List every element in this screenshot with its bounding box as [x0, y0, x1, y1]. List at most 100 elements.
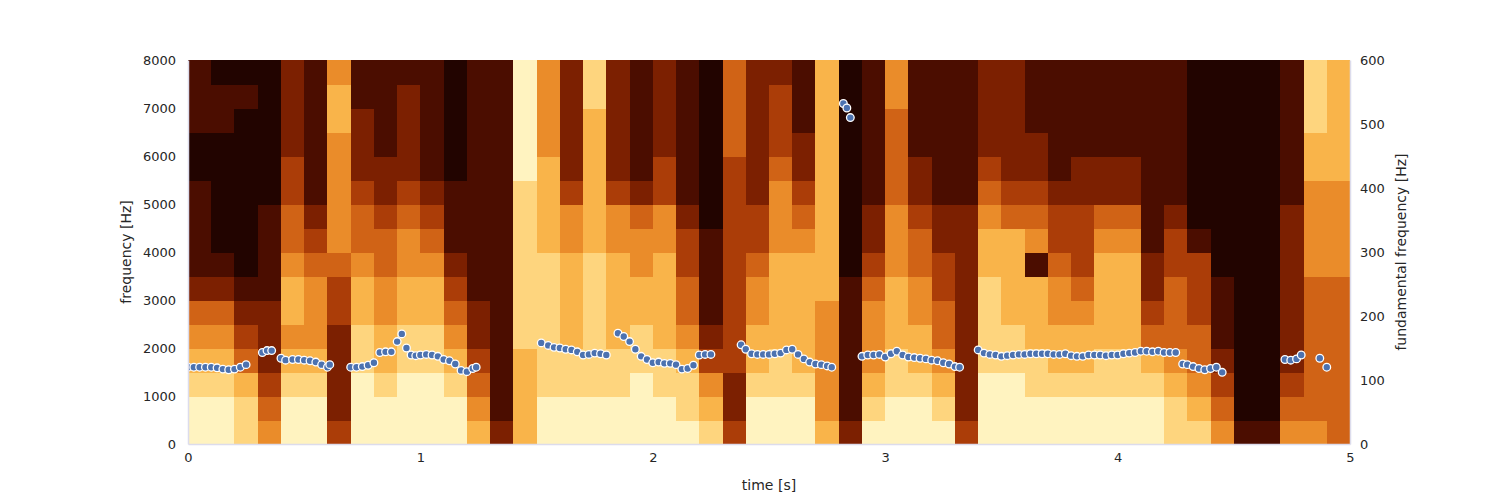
spectrogram-cell	[769, 300, 793, 325]
tick-label: 200	[1360, 309, 1385, 324]
spectrogram-cell	[420, 84, 444, 109]
spectrogram-cell	[676, 300, 700, 325]
spectrogram-cell	[1280, 60, 1304, 85]
spectrogram-cell	[839, 324, 863, 349]
spectrogram-cell	[1211, 204, 1235, 229]
spectrogram-cell	[723, 300, 747, 325]
spectrogram-cell	[537, 180, 561, 205]
spectrogram-cell	[583, 348, 607, 373]
spectrogram-cell	[537, 372, 561, 397]
spectrogram-cell	[397, 372, 421, 397]
spectrogram-cell	[188, 396, 212, 421]
spectrogram-cell	[908, 396, 932, 421]
spectrogram-cell	[932, 300, 956, 325]
spectrogram-cell	[583, 156, 607, 181]
tick-label: 600	[1360, 53, 1385, 68]
spectrogram-cell	[908, 300, 932, 325]
spectrogram-cell	[1211, 396, 1235, 421]
spectrogram-cell	[351, 132, 375, 157]
tick: 0	[1350, 437, 1368, 452]
spectrogram-cell	[537, 300, 561, 325]
pitch-point	[242, 361, 250, 369]
spectrogram-cell	[467, 324, 491, 349]
spectrogram-cell	[1048, 396, 1072, 421]
spectrogram-cell	[908, 324, 932, 349]
spectrogram-cell	[699, 324, 723, 349]
spectrogram-cell	[955, 156, 979, 181]
spectrogram-cell	[908, 108, 932, 133]
spectrogram-cell	[537, 204, 561, 229]
spectrogram-cell	[444, 84, 468, 109]
spectrogram-cell	[397, 84, 421, 109]
spectrogram-cell	[862, 180, 886, 205]
spectrogram-cell	[1164, 228, 1188, 253]
spectrogram-cell	[583, 396, 607, 421]
spectrogram-cell	[1280, 108, 1304, 133]
spectrogram-cell	[490, 156, 514, 181]
spectrogram-cell	[676, 132, 700, 157]
spectrogram-cell	[234, 396, 258, 421]
spectrogram-cell	[234, 372, 258, 397]
spectrogram-cell	[1304, 324, 1328, 349]
spectrogram-cell	[723, 324, 747, 349]
spectrogram-cell	[932, 132, 956, 157]
spectrogram-cell	[769, 204, 793, 229]
spectrogram-cell	[188, 372, 212, 397]
spectrogram-cell	[1304, 132, 1328, 157]
pitch-point	[632, 345, 640, 353]
spectrogram-cell	[444, 276, 468, 301]
spectrogram-cell	[1164, 84, 1188, 109]
spectrogram-cell	[211, 228, 235, 253]
spectrogram-cell	[467, 276, 491, 301]
spectrogram-cell	[885, 132, 909, 157]
spectrogram-cell	[1071, 108, 1095, 133]
spectrogram-cell	[1048, 420, 1072, 444]
spectrogram-cell	[327, 228, 351, 253]
spectrogram-cell	[560, 132, 584, 157]
spectrogram-cell	[746, 396, 770, 421]
spectrogram-cell	[1094, 84, 1118, 109]
spectrogram-cell	[1141, 228, 1165, 253]
spectrogram-cell	[723, 108, 747, 133]
spectrogram-cell	[932, 396, 956, 421]
spectrogram-cell	[769, 60, 793, 85]
spectrogram-cell	[1257, 156, 1281, 181]
tick-label: 6000	[143, 149, 176, 164]
tick-label: 0	[168, 437, 176, 452]
spectrogram-cell	[606, 132, 630, 157]
tick-label: 100	[1360, 373, 1385, 388]
spectrogram-cell	[932, 180, 956, 205]
spectrogram-cell	[1187, 132, 1211, 157]
tick-label: 2	[649, 450, 657, 465]
spectrogram-cell	[699, 396, 723, 421]
spectrogram-cell	[1211, 420, 1235, 444]
spectrogram-cell	[792, 204, 816, 229]
spectrogram-cell	[258, 228, 282, 253]
spectrogram-cell	[978, 348, 1002, 373]
spectrogram-cell	[258, 300, 282, 325]
spectrogram-cell	[211, 204, 235, 229]
spectrogram-cell	[258, 156, 282, 181]
spectrogram-cell	[537, 276, 561, 301]
spectrogram-cell	[513, 420, 537, 444]
spectrogram-cell	[513, 84, 537, 109]
spectrogram-cell	[420, 372, 444, 397]
spectrogram-cell	[1001, 228, 1025, 253]
spectrogram-cell	[513, 132, 537, 157]
spectrogram-cell	[467, 132, 491, 157]
spectrogram-cell	[560, 324, 584, 349]
spectrogram-cell	[815, 156, 839, 181]
spectrogram-cell	[676, 228, 700, 253]
pitch-point	[828, 363, 836, 371]
spectrogram-cell	[769, 396, 793, 421]
tick-label: 1	[417, 450, 425, 465]
spectrogram-cell	[630, 276, 654, 301]
spectrogram-cell	[1280, 204, 1304, 229]
tick: 5000	[143, 197, 188, 212]
spectrogram-cell	[676, 108, 700, 133]
spectrogram-cell	[630, 156, 654, 181]
spectrogram-cell	[630, 60, 654, 85]
spectrogram-cell	[1048, 156, 1072, 181]
spectrogram-cell	[188, 60, 212, 85]
spectrogram-cell	[908, 420, 932, 444]
